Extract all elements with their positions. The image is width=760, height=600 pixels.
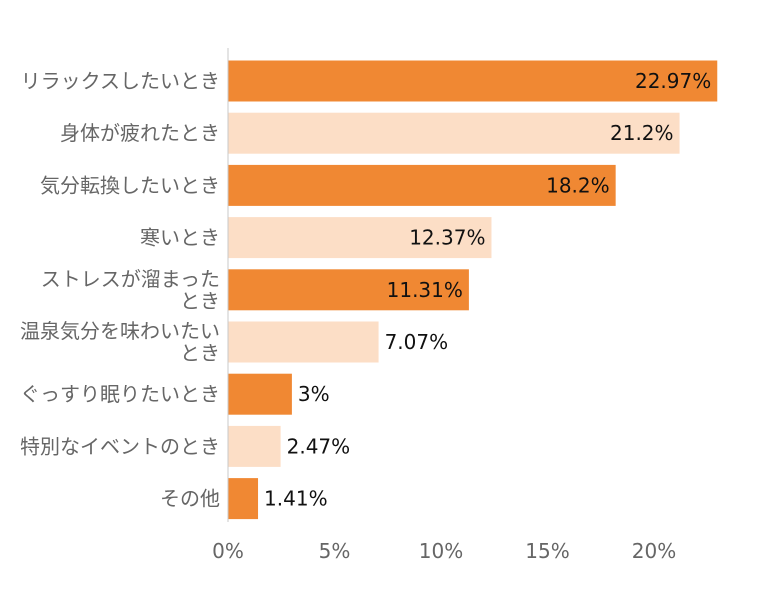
value-label-9: 1.41%: [264, 487, 328, 511]
bar-8: [228, 425, 281, 467]
category-label-9: その他: [160, 487, 220, 511]
bar-7: [228, 373, 292, 415]
value-label-1: 22.97%: [635, 69, 711, 93]
bar-2: [228, 112, 680, 154]
x-tick-label-4: 15%: [525, 539, 569, 563]
category-label-6-line-1: 温泉気分を味わいたい: [20, 319, 220, 343]
bar-9: [228, 478, 259, 520]
bar-5: [228, 269, 469, 311]
category-label-7: ぐっすり眠りたいとき: [20, 382, 220, 406]
bar-3: [228, 164, 616, 206]
x-tick-label-2: 5%: [319, 539, 351, 563]
value-label-3: 18.2%: [546, 173, 610, 197]
x-tick-label-1: 0%: [212, 539, 244, 563]
bars-layer: [228, 60, 718, 520]
category-label-4: 寒いとき: [140, 226, 220, 250]
category-label-5-line-1: ストレスが溜まった: [41, 267, 220, 291]
category-label-6-line-2: とき: [180, 341, 220, 365]
value-labels: 22.97% 21.2% 18.2% 12.37% 11.31% 7.07% 3% 2.47%…: [264, 69, 711, 511]
category-label-2: 身体が疲れたとき: [60, 121, 220, 145]
bar-4: [228, 217, 492, 259]
category-label-1: リラックスしたいとき: [21, 69, 220, 93]
bar-6: [228, 321, 379, 363]
bar-1: [228, 60, 718, 102]
value-label-5: 11.31%: [387, 278, 463, 302]
category-label-5-line-2: とき: [180, 289, 220, 313]
value-label-4: 12.37%: [409, 226, 485, 250]
category-labels: リラックスしたいとき身体が疲れたとき気分転換したいとき寒いときストレスが溜まった…: [20, 69, 220, 511]
value-label-8: 2.47%: [287, 434, 351, 458]
value-label-7: 3%: [298, 382, 330, 406]
category-label-3: 気分転換したいとき: [40, 173, 220, 197]
value-label-6: 7.07%: [385, 330, 449, 354]
value-label-2: 21.2%: [610, 121, 674, 145]
x-tick-label-3: 10%: [419, 539, 463, 563]
x-tick-label-5: 20%: [632, 539, 676, 563]
x-axis-ticks: 0% 5% 10% 15% 20%: [212, 539, 676, 563]
category-label-8: 特別なイベントのとき: [20, 434, 220, 458]
